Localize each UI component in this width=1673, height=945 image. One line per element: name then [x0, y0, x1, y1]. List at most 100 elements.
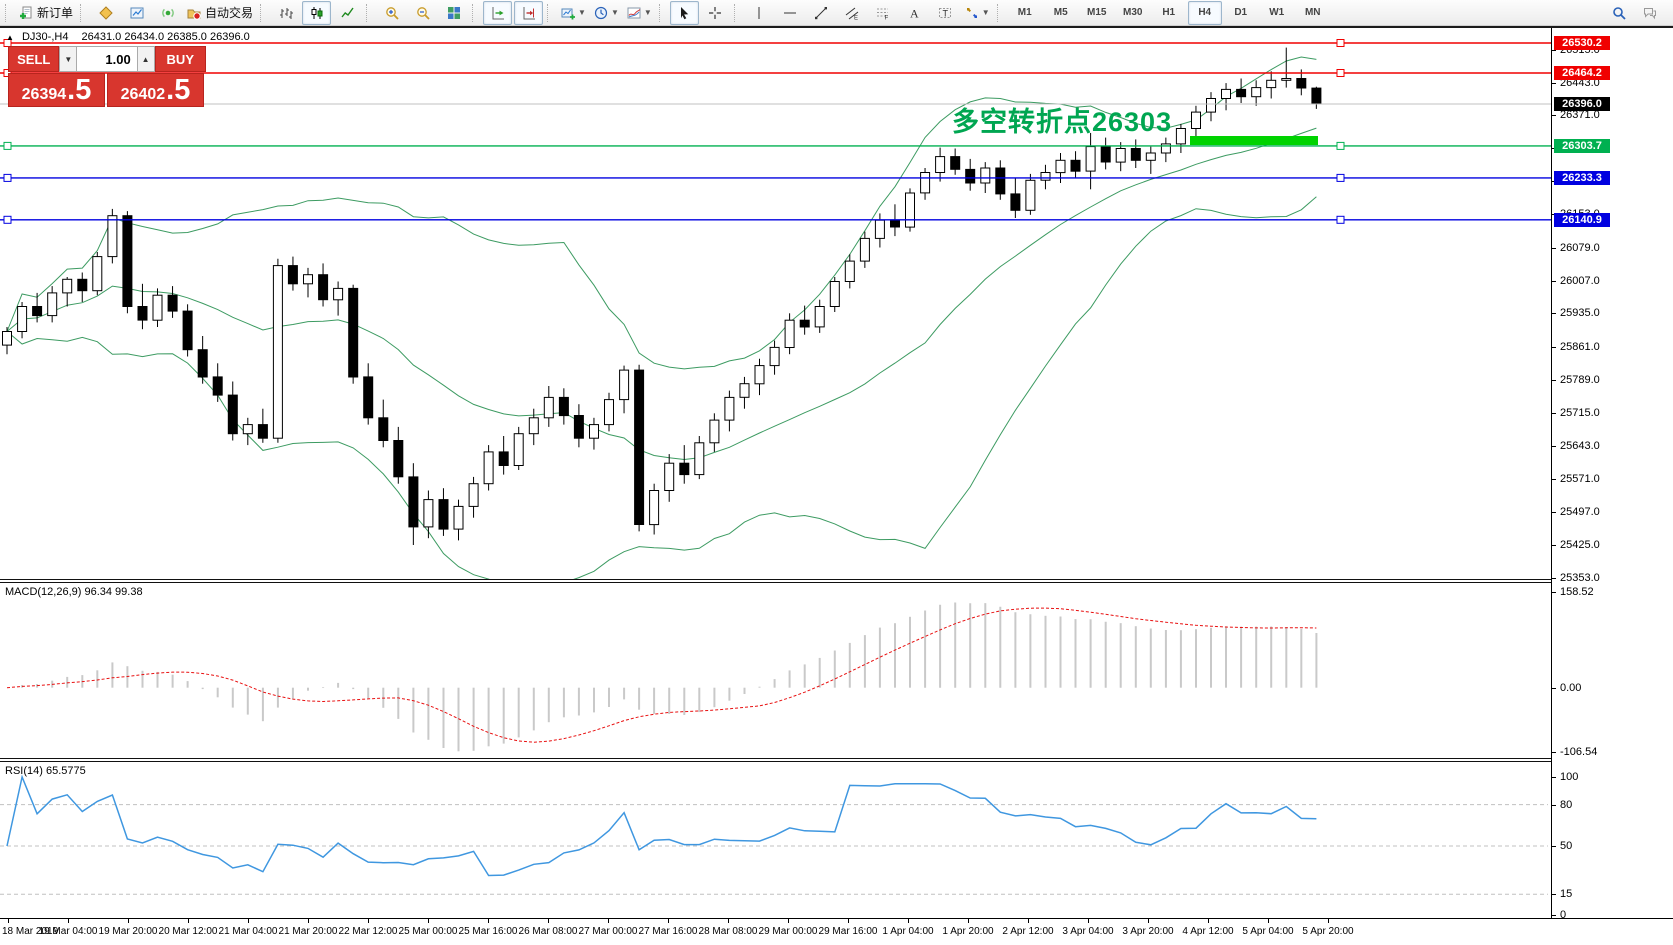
time-tick [1088, 919, 1089, 923]
axis-tick [1552, 804, 1556, 806]
axis-tick-label: 26371.0 [1560, 109, 1600, 122]
sell-price-frac: .5 [67, 74, 92, 106]
candlestick-chart-button[interactable] [302, 0, 332, 25]
svg-text:E: E [854, 15, 858, 20]
text-label-button[interactable]: T [931, 1, 960, 25]
charts-window-button[interactable] [122, 1, 151, 25]
time-tick [1028, 919, 1029, 923]
tile-windows-button[interactable] [439, 1, 468, 25]
time-label: 25 Mar 16:00 [458, 926, 518, 937]
toolbar-grip [366, 3, 373, 22]
fibonacci-button[interactable]: F [869, 1, 898, 25]
chart-title: ▲ DJ30-,H4 26431.0 26434.0 26385.0 26396… [6, 31, 250, 43]
timeframe-d1[interactable]: D1 [1234, 7, 1248, 18]
timeframe-w1[interactable]: W1 [1269, 7, 1285, 18]
chart-shift-button[interactable] [514, 0, 544, 25]
line-chart-button[interactable] [333, 1, 362, 25]
new-order-button[interactable]: 新订单 [16, 1, 76, 25]
timeframe-h1[interactable]: H1 [1162, 7, 1176, 18]
auto-trading-icon [187, 9, 201, 20]
macd-pane[interactable] [0, 583, 1551, 758]
equidistant-channel-button[interactable]: E [838, 1, 867, 25]
period-selector-button[interactable]: ▼ [591, 1, 622, 25]
market-watch-button[interactable] [91, 1, 120, 25]
timeframe-m5[interactable]: M5 [1053, 7, 1068, 18]
search-button[interactable] [1604, 1, 1633, 25]
auto-scroll-button[interactable] [483, 0, 513, 25]
time-tick [608, 919, 609, 923]
zoom-in-button[interactable] [377, 1, 406, 25]
time-label: 1 Apr 04:00 [882, 926, 934, 937]
axis-tick-label: -106.54 [1560, 746, 1598, 758]
horizontal-line-button[interactable] [776, 1, 805, 25]
auto-trading-button[interactable]: 自动交易 [184, 1, 256, 25]
time-tick [1148, 919, 1149, 923]
pane-separator[interactable] [0, 758, 1673, 762]
volume-input[interactable]: 1.00 [77, 46, 137, 72]
sell-button[interactable]: SELL [8, 46, 60, 72]
buy-button[interactable]: BUY [154, 46, 207, 72]
tile-windows-icon [447, 6, 460, 19]
chat-button[interactable] [1635, 1, 1664, 25]
time-label: 2 Apr 12:00 [1002, 926, 1054, 937]
axis-tick [1552, 894, 1556, 896]
templates-dropdown-icon[interactable]: ▼ [643, 8, 652, 17]
sell-price[interactable]: 26394 .5 [8, 73, 105, 107]
volume-down-button[interactable]: ▼ [59, 46, 78, 72]
buy-price[interactable]: 26402 .5 [107, 73, 204, 107]
new-chart-button[interactable]: ▼ [558, 1, 589, 25]
bar-chart-icon [279, 7, 293, 19]
price-axis[interactable]: 26515.026443.026371.026299.026227.026153… [1551, 28, 1673, 921]
time-tick [548, 919, 549, 923]
axis-tick-label: 25861.0 [1560, 340, 1600, 353]
axis-tick-label: 25935.0 [1560, 307, 1600, 320]
new-chart-icon [561, 8, 576, 19]
channel-icon: E [845, 7, 859, 20]
new-chart-dropdown-icon[interactable]: ▼ [578, 8, 586, 17]
axis-tick [1552, 687, 1556, 689]
zoom-out-icon [416, 6, 430, 20]
axis-tick [1552, 49, 1556, 51]
axis-tick [1552, 115, 1556, 117]
time-label: 5 Apr 04:00 [1242, 926, 1294, 937]
cursor-button[interactable] [669, 0, 699, 25]
axis-tick-label: 50 [1560, 840, 1573, 852]
main-chart-pane[interactable] [0, 28, 1551, 579]
toolbar-grip [547, 3, 554, 22]
volume-up-button[interactable]: ▲ [136, 46, 155, 72]
time-label: 5 Apr 20:00 [1302, 926, 1354, 937]
zoom-out-button[interactable] [408, 1, 437, 25]
time-label: 22 Mar 12:00 [338, 926, 398, 937]
axis-tick-label: 0.00 [1560, 681, 1582, 694]
crosshair-icon [709, 6, 722, 19]
trendline-button[interactable] [807, 1, 836, 25]
time-label: 19 Mar 20:00 [98, 926, 158, 937]
timeframe-h4[interactable]: H4 [1187, 0, 1222, 25]
time-axis[interactable]: 18 Mar 2019 19 Mar 04:00 19 Mar 20:00 20 Ma… [0, 918, 1673, 945]
vertical-line-button[interactable] [745, 1, 774, 25]
timeframe-m30[interactable]: M30 [1122, 7, 1143, 18]
timeframe-mn[interactable]: MN [1304, 7, 1321, 18]
text-button[interactable]: A [900, 1, 929, 25]
templates-button[interactable]: ▼ [624, 1, 655, 25]
timeframe-m1[interactable]: M1 [1017, 7, 1032, 18]
axis-tick [1552, 478, 1556, 480]
rsi-pane[interactable] [0, 762, 1551, 918]
toolbar-grip [80, 3, 87, 22]
time-label: 3 Apr 20:00 [1122, 926, 1174, 937]
axis-tick-label: 25571.0 [1560, 472, 1600, 485]
collapse-toggle-icon[interactable]: ▲ [6, 33, 14, 42]
cursor-icon [681, 6, 689, 19]
rsi-indicator-label: RSI(14) 65.5775 [5, 765, 86, 777]
axis-tick [1552, 512, 1556, 514]
timeframe-m15[interactable]: M15 [1086, 7, 1107, 18]
arrows-dropdown-icon[interactable]: ▼ [981, 8, 990, 17]
period-selector-dropdown-icon[interactable]: ▼ [610, 8, 619, 17]
crosshair-button[interactable] [701, 1, 730, 25]
bar-chart-button[interactable] [271, 1, 300, 25]
pane-separator[interactable] [0, 579, 1673, 583]
axis-tick-label: 26079.0 [1560, 241, 1600, 254]
auto-trading-label: 自动交易 [205, 6, 254, 20]
signal-button[interactable] [153, 1, 182, 25]
arrows-button[interactable]: ▼ [962, 1, 993, 25]
